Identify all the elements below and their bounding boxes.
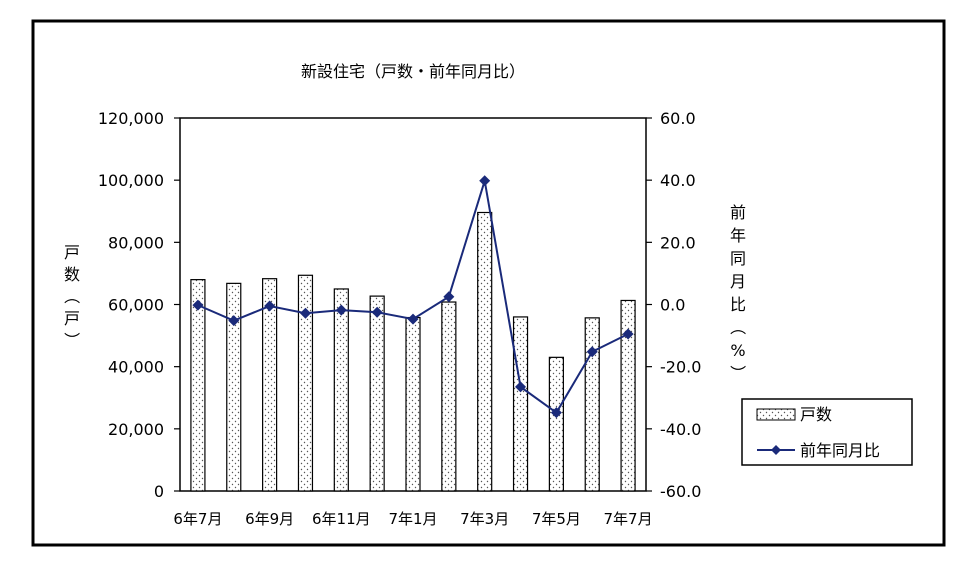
legend-label-line: 前年同月比	[800, 441, 880, 460]
left-axis-label-char: 戸	[64, 243, 80, 262]
right-tick-label: 20.0	[660, 233, 696, 252]
x-tick-label: 6年7月	[173, 510, 222, 528]
left-tick-label: 60,000	[108, 296, 164, 315]
left-tick-label: 80,000	[108, 233, 164, 252]
line-point	[586, 346, 598, 358]
left-axis-label-char: 戸	[64, 309, 80, 328]
left-axis-ticks: 0 20,000 40,000 60,000 80,000 100,000 120,000	[98, 109, 180, 501]
bar-series	[190, 211, 636, 492]
x-tick-label: 6年9月	[245, 510, 294, 528]
bar	[297, 274, 314, 492]
bar	[477, 211, 493, 492]
line-point	[299, 307, 311, 319]
x-axis-labels: 6年7月 6年9月 6年11月 7年1月 7年3月 7年5月 7年7月	[173, 510, 652, 528]
x-tick-label: 6年11月	[312, 510, 371, 528]
bar	[620, 299, 636, 492]
x-tick-label: 7年5月	[532, 510, 581, 528]
right-tick-label: -40.0	[660, 420, 701, 439]
x-tick-label: 7年1月	[388, 510, 437, 528]
bar	[512, 316, 529, 492]
right-axis-label-char: ）	[728, 365, 747, 381]
line-point	[407, 313, 419, 325]
right-axis-label-char: 比	[730, 295, 746, 314]
bar	[333, 288, 349, 492]
line-point	[479, 175, 491, 187]
left-axis-label-char: 数	[64, 265, 80, 284]
legend-label-bars: 戸数	[800, 405, 832, 424]
legend: 戸数 前年同月比	[741, 398, 913, 466]
bar	[405, 316, 421, 492]
line-point	[515, 381, 527, 393]
right-axis-label-char: %	[730, 341, 745, 360]
line-point	[335, 304, 347, 316]
line-point	[550, 407, 562, 419]
right-axis-label: 前年同月比 （% ）	[728, 203, 747, 381]
bar	[441, 301, 457, 492]
line-point	[371, 306, 383, 318]
right-tick-label: 40.0	[660, 171, 696, 190]
x-tick-label: 7年7月	[604, 510, 653, 528]
right-axis-label-char: 年	[730, 226, 746, 245]
right-axis-ticks: -60.0 -40.0 -20.0 0.0 20.0 40.0 60.0	[646, 109, 701, 501]
right-tick-label: 0.0	[660, 296, 685, 315]
left-tick-label: 100,000	[98, 171, 164, 190]
line-series	[192, 175, 634, 419]
line-point	[622, 328, 634, 340]
right-axis-label-char: （	[728, 319, 747, 335]
right-axis-label-char: 前	[730, 203, 746, 222]
bar	[548, 356, 564, 492]
bar	[369, 295, 385, 492]
right-axis-label-char: 同	[730, 249, 746, 268]
legend-diamond-icon	[771, 445, 781, 455]
left-axis-label-char: （	[62, 288, 81, 304]
x-tick-label: 7年3月	[460, 510, 509, 528]
bar	[190, 279, 206, 492]
bar	[226, 282, 242, 492]
line-point	[192, 299, 204, 311]
line-point	[264, 300, 276, 312]
left-tick-label: 20,000	[108, 420, 164, 439]
legend-bar-swatch	[756, 408, 796, 421]
line-point	[228, 315, 240, 327]
left-axis-label: 戸数（戸）	[62, 243, 81, 348]
left-tick-label: 120,000	[98, 109, 164, 128]
left-axis-label-char: ）	[62, 332, 81, 348]
bar	[262, 278, 278, 492]
line-point	[443, 291, 455, 303]
right-tick-label: -60.0	[660, 482, 701, 501]
right-axis-label-char: 月	[730, 272, 746, 291]
chart-title: 新設住宅（戸数・前年同月比）	[301, 62, 525, 81]
right-tick-label: -20.0	[660, 358, 701, 377]
bar	[584, 317, 600, 492]
left-tick-label: 0	[154, 482, 164, 501]
right-tick-label: 60.0	[660, 109, 696, 128]
left-tick-label: 40,000	[108, 358, 164, 377]
